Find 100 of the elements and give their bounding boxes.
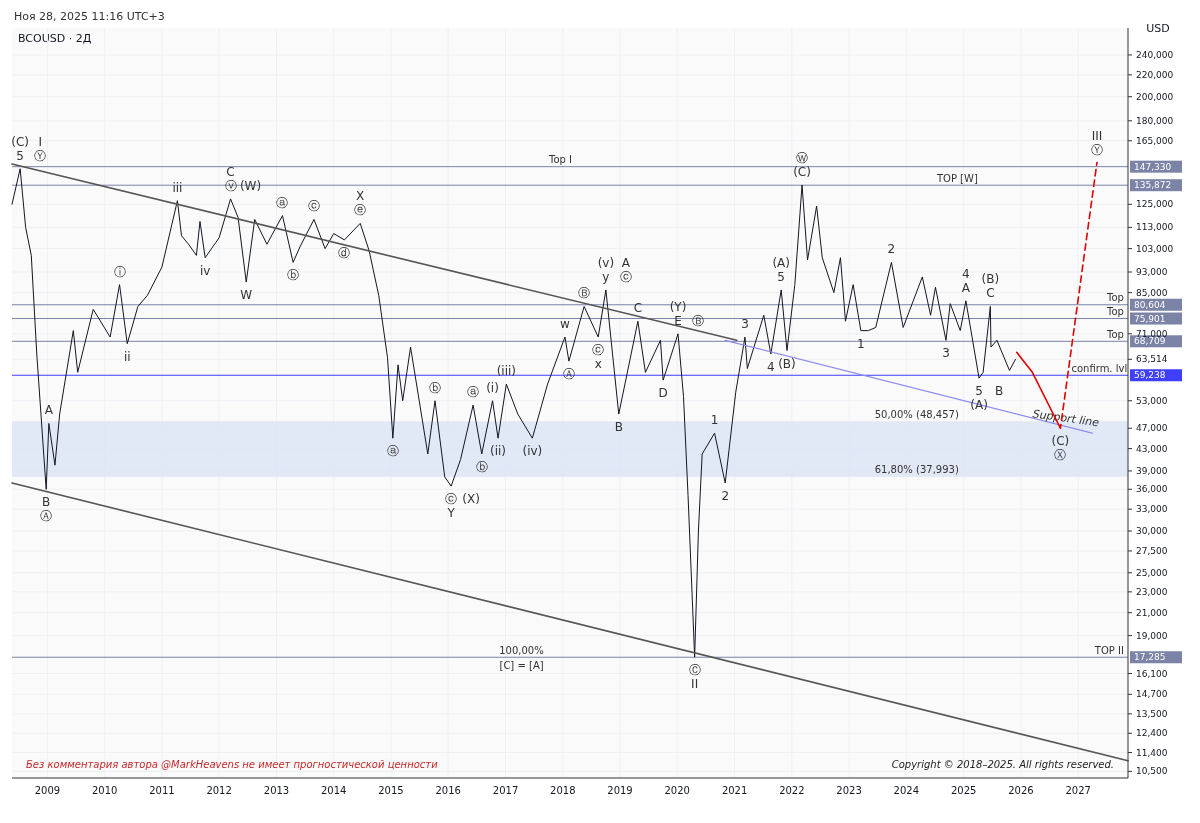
annotation: 1 (857, 336, 865, 351)
annotation: ⓓ (338, 245, 351, 260)
annotation: A (621, 255, 631, 270)
annotation: ii (123, 349, 131, 364)
text: Support line (1031, 407, 1101, 430)
annotation: Copyright © 2018–2025. All rights reserved. (891, 759, 1114, 770)
annotation: 50,00% (48,457) (874, 408, 959, 420)
annotation: iii (172, 180, 183, 195)
annotation: Top (1106, 328, 1124, 340)
x-tick-label: 2013 (263, 785, 290, 796)
annotation: II (691, 677, 699, 692)
x-tick-label: 2025 (950, 785, 977, 796)
annotation: (v) (597, 255, 615, 270)
annotation: 3 (942, 346, 950, 361)
ref-line-label: 147,330 (1134, 161, 1172, 172)
annotation: (C) (11, 134, 30, 149)
annotation: A (961, 280, 971, 295)
annotation: (A) (772, 255, 790, 270)
y-tick-label: 23,000 (1136, 586, 1168, 597)
annotation: (iii) (496, 364, 517, 379)
annotation: 100,00% (499, 644, 544, 656)
annotation: B (994, 384, 1004, 399)
annotation: (W) (239, 178, 262, 193)
y-tick-label: 43,000 (1136, 443, 1168, 454)
x-tick-label: 2027 (1065, 785, 1091, 796)
y-tick-label: 220,000 (1136, 69, 1174, 80)
y-axis-title: USD (1146, 22, 1170, 35)
annotation: Ⓨ (1090, 142, 1103, 157)
annotation: w (560, 317, 571, 332)
annotation: B (42, 495, 51, 510)
annotation: Top (1106, 306, 1124, 318)
annotation: (B) (981, 272, 1000, 287)
y-tick-label: 165,000 (1136, 135, 1174, 146)
annotation: ⓐ (386, 444, 399, 459)
x-tick-label: 2015 (378, 785, 404, 796)
ref-line-label: 75,901 (1134, 313, 1166, 324)
y-tick-label: 25,000 (1136, 567, 1168, 578)
annotation: Ⓑ (578, 286, 591, 301)
chart-subtitle: Ноя 28, 2025 11:16 UTC+3 (14, 10, 165, 23)
y-tick-label: 36,000 (1136, 484, 1168, 495)
annotation: (C) (793, 165, 811, 179)
x-tick-label: 2012 (206, 785, 232, 796)
annotation: III (1091, 128, 1103, 143)
x-tick-label: 2021 (721, 785, 748, 796)
annotation: ⓑ (429, 380, 442, 395)
y-tick-label: 21,000 (1136, 607, 1168, 618)
annotation: ⓒ (445, 492, 458, 507)
annotation: (C) (1051, 434, 1070, 449)
annotation: ⓒ (619, 269, 632, 284)
y-tick-label: 39,000 (1136, 465, 1168, 476)
annotation: Ⓦ (796, 151, 809, 165)
annotation: ⓐ (276, 195, 289, 210)
ref-line-label: 59,238 (1134, 370, 1166, 381)
annotation: (iv) (522, 444, 543, 459)
x-tick-label: 2016 (435, 785, 461, 796)
annotation: D (658, 386, 668, 401)
annotation: x (594, 357, 602, 372)
annotation: Ⓐ (40, 509, 53, 524)
ref-line-label: 80,604 (1134, 299, 1166, 310)
annotation: ⓒ (307, 199, 320, 214)
y-tick-label: 16,100 (1136, 668, 1168, 679)
annotation: (A) (970, 398, 988, 413)
annotation: ⓑ (475, 459, 488, 474)
annotation: 4 (962, 266, 970, 281)
x-tick-label: 2022 (779, 785, 805, 796)
annotation: A (44, 403, 54, 418)
y-tick-label: 11,400 (1136, 747, 1168, 758)
y-tick-label: 30,000 (1136, 526, 1168, 537)
y-tick-label: 125,000 (1136, 199, 1174, 210)
annotation: W (240, 288, 253, 303)
annotation: B (614, 420, 623, 435)
annotation: 2 (887, 242, 896, 257)
annotation: Y (446, 506, 456, 521)
y-tick-label: 12,400 (1136, 728, 1168, 739)
y-tick-label: 103,000 (1136, 243, 1174, 254)
y-tick-label: 14,700 (1136, 689, 1168, 700)
annotation: Ⓧ (1054, 448, 1067, 463)
ref-line-label: 135,872 (1134, 180, 1172, 191)
annotation: 1 (710, 413, 719, 428)
x-tick-label: 2026 (1008, 785, 1034, 796)
annotation: TOP II (1093, 644, 1124, 656)
annotation: ⓐ (467, 385, 480, 400)
y-tick-label: 85,000 (1136, 287, 1168, 298)
x-tick-label: 2014 (321, 785, 347, 796)
annotation: C (986, 286, 995, 301)
y-tick-label: 63,514 (1136, 354, 1168, 365)
annotation: I (38, 134, 42, 149)
y-tick-label: 10,500 (1136, 766, 1168, 777)
annotation: Top I (548, 154, 573, 166)
x-tick-label: 2011 (149, 785, 175, 796)
annotation: ⓒ (592, 343, 605, 358)
annotation: C (633, 301, 643, 316)
annotation: 5 (975, 384, 983, 399)
annotation: (Y) (669, 299, 687, 314)
annotation: ⓑ (287, 268, 300, 283)
x-tick-label: 2017 (492, 785, 519, 796)
x-tick-label: 2018 (550, 785, 576, 796)
y-tick-label: 113,000 (1136, 222, 1174, 233)
annotation: Ⓨ (34, 148, 47, 163)
ref-line-label: 17,285 (1134, 652, 1166, 663)
